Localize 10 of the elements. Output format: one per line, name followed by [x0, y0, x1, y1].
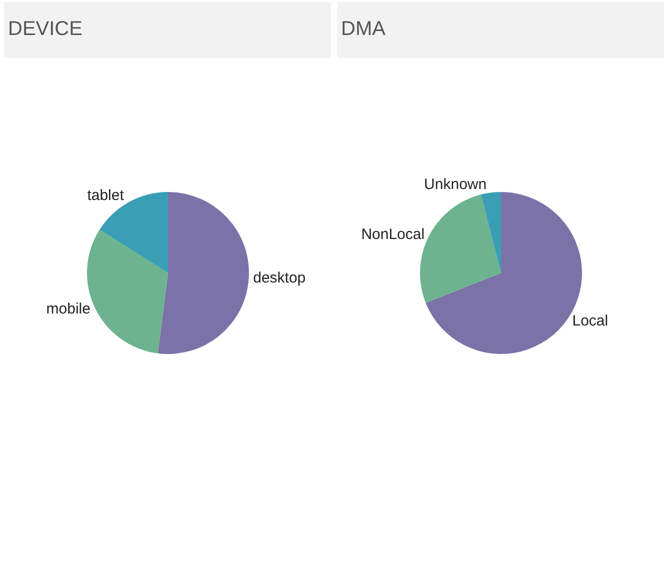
pie-slice — [480, 192, 501, 273]
pie-slice — [158, 192, 249, 354]
slice-label: tablet — [87, 186, 125, 204]
slice-label: desktop — [253, 270, 306, 287]
chart-title: DEVICE — [8, 18, 82, 40]
chart-title: DMA — [341, 18, 386, 40]
slice-label: mobile — [46, 300, 90, 318]
slice-label: NonLocal — [361, 226, 425, 243]
slice-label: Unknown — [424, 176, 487, 193]
slice-label: Local — [572, 312, 608, 330]
